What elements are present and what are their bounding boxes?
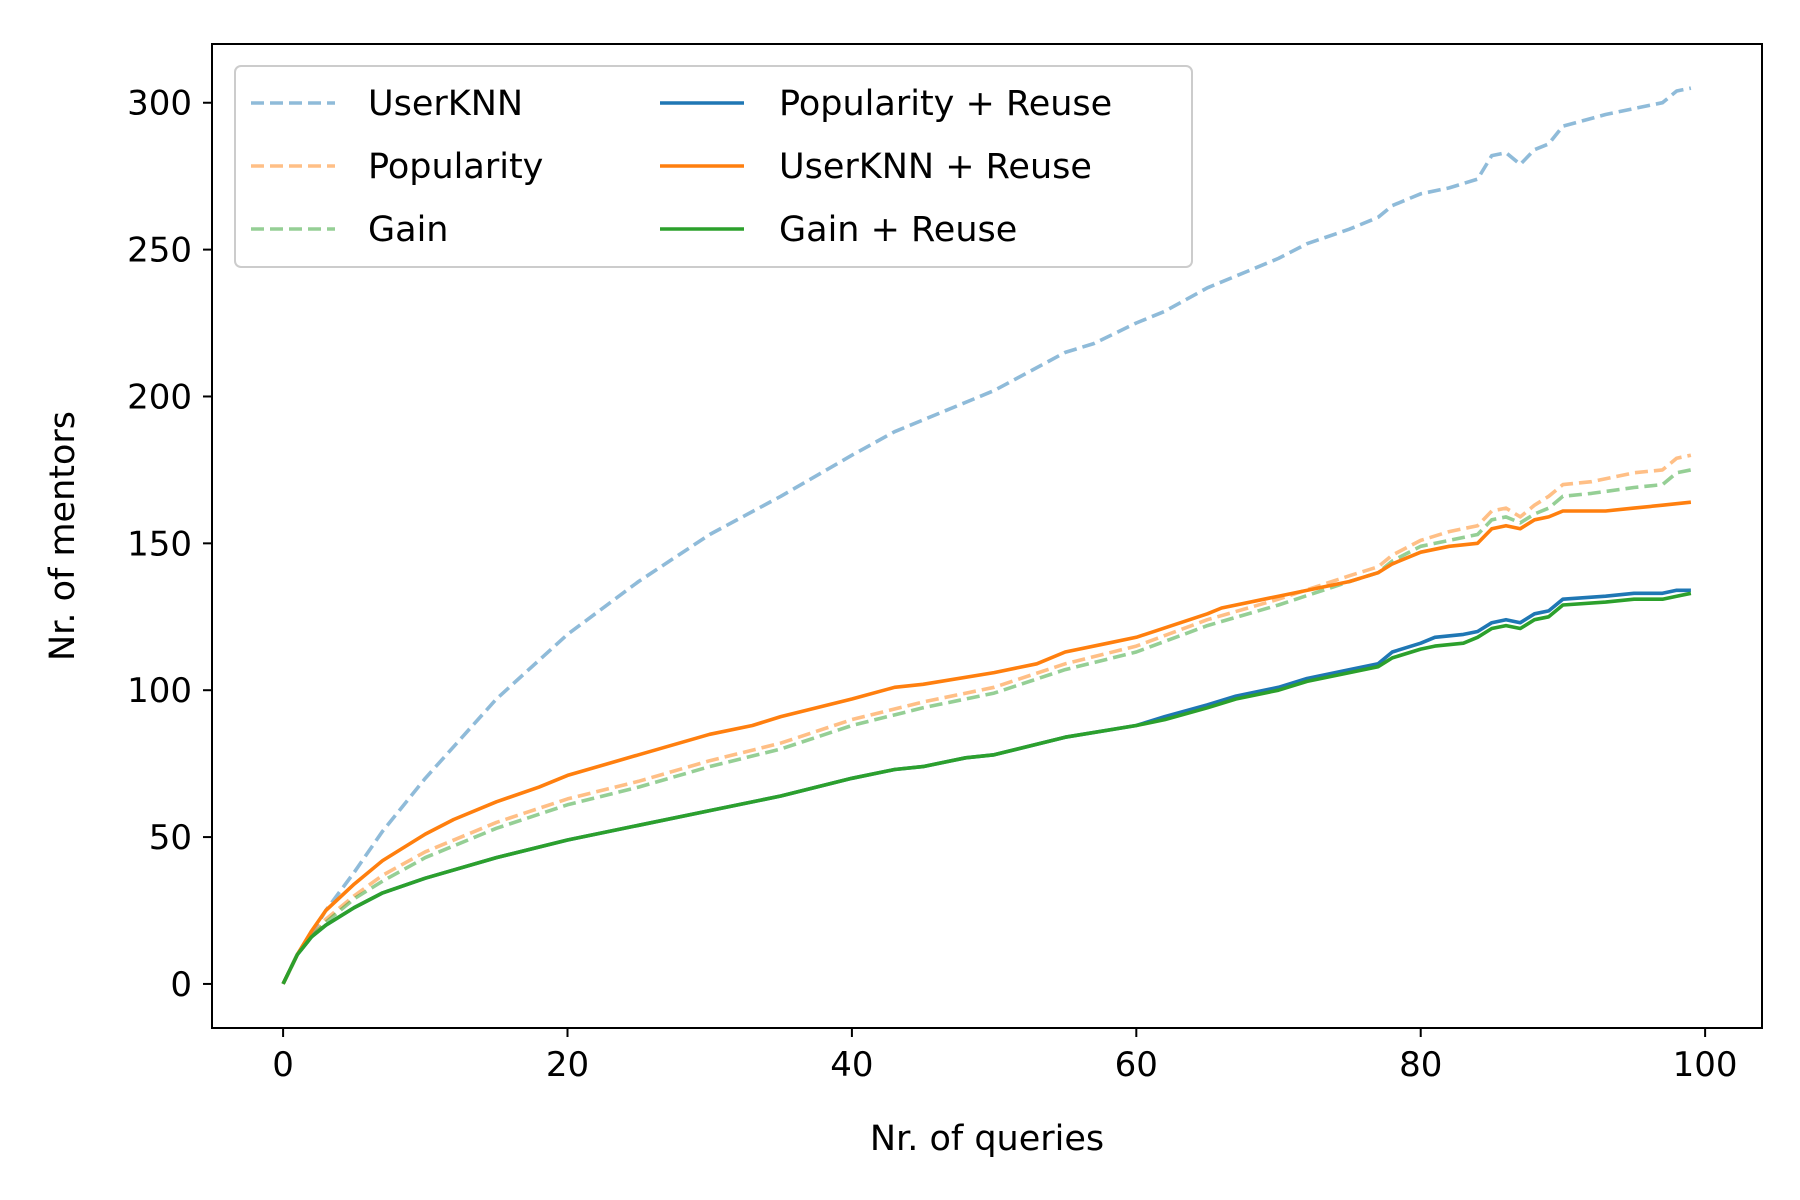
y-tick-label: 0 — [170, 965, 192, 1005]
y-tick-label: 100 — [127, 671, 192, 711]
legend-label-4: Popularity + Reuse — [779, 84, 1112, 124]
axes-frame — [211, 43, 1763, 1029]
axes — [211, 43, 1763, 1029]
series-line-1 — [281, 86, 1692, 985]
ticks: 0 20 40 60 80 100 0 50 100 150 200 250 300 — [127, 84, 1737, 1085]
x-tick-label: 20 — [546, 1045, 589, 1085]
x-tick-label: 0 — [272, 1045, 294, 1085]
x-tick-label: 60 — [1115, 1045, 1158, 1085]
x-axis-label: Nr. of queries — [870, 1119, 1104, 1159]
legend-label-6: Gain + Reuse — [779, 210, 1017, 250]
legend: UserKNN Popularity Gain Popularity + Reuse U… — [234, 65, 1193, 268]
plot-area — [281, 86, 1692, 985]
x-tick-label: 100 — [1673, 1045, 1738, 1085]
legend-label-5: UserKNN + Reuse — [779, 147, 1092, 187]
series-line-3 — [281, 468, 1692, 985]
series-line-4 — [281, 588, 1691, 985]
x-tick-label: 80 — [1399, 1045, 1442, 1085]
y-tick-label: 250 — [127, 231, 192, 271]
legend-label-1: UserKNN — [368, 84, 523, 124]
y-tick-label: 50 — [149, 818, 192, 858]
series-line-5 — [281, 500, 1692, 985]
legend-label-2: Popularity — [368, 147, 543, 187]
y-axis-label: Nr. of mentors — [43, 411, 83, 661]
x-tick-label: 40 — [830, 1045, 873, 1085]
series-line-6 — [281, 591, 1692, 985]
y-tick-label: 200 — [127, 377, 192, 417]
y-tick-label: 300 — [127, 84, 192, 124]
series-line-2 — [281, 453, 1692, 985]
y-tick-label: 150 — [127, 524, 192, 564]
legend-label-3: Gain — [368, 210, 448, 250]
